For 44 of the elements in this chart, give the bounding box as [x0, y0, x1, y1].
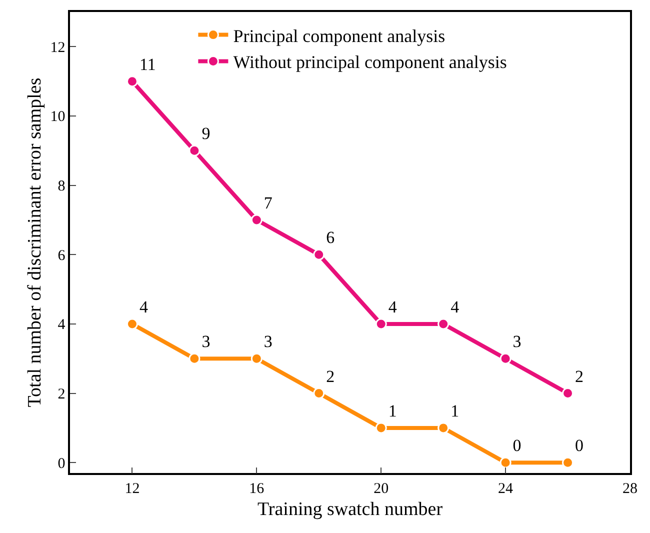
x-tick-label: 20 — [374, 480, 389, 497]
data-label: 2 — [575, 366, 584, 386]
data-label: 2 — [326, 366, 335, 386]
point — [250, 214, 262, 226]
y-tick-label: 8 — [58, 178, 66, 195]
data-label: 7 — [264, 193, 273, 212]
point — [313, 388, 325, 400]
data-label: 9 — [202, 124, 210, 144]
x-tick-label: 28 — [622, 480, 638, 497]
data-label: 3 — [512, 332, 522, 352]
legend-label: Without principal component analysis — [233, 52, 507, 72]
data-label: 1 — [450, 401, 460, 420]
point — [313, 248, 325, 260]
point — [500, 352, 512, 364]
y-tick-label: 2 — [58, 386, 66, 403]
point — [500, 456, 512, 468]
data-label: 4 — [450, 297, 460, 316]
data-label: 4 — [139, 297, 148, 316]
legend-label: Principal component analysis — [233, 26, 446, 46]
point — [438, 422, 450, 434]
x-tick-label: 16 — [249, 480, 265, 497]
data-label: 0 — [575, 436, 584, 456]
point — [188, 144, 200, 156]
y-tick-label: 0 — [58, 456, 66, 472]
data-label: 3 — [264, 332, 272, 352]
x-tick-label: 24 — [498, 480, 514, 497]
y-tick-label: 12 — [50, 40, 66, 56]
point — [375, 422, 387, 434]
data-label: 1 — [388, 401, 397, 420]
point — [438, 318, 450, 330]
y-axis-title: Total number of discriminant error samples — [24, 78, 46, 408]
y-tick-label: 4 — [58, 317, 66, 334]
data-label: 6 — [326, 228, 335, 248]
x-axis-title: Training swatch number — [257, 499, 444, 520]
point — [375, 318, 387, 330]
y-tick-label: 10 — [50, 109, 66, 126]
data-label: 4 — [388, 297, 398, 316]
point — [188, 352, 200, 364]
point — [250, 352, 262, 364]
x-tick-label: 12 — [124, 480, 140, 497]
data-label: 0 — [512, 436, 522, 456]
data-label: 3 — [202, 332, 210, 352]
data-label: 11 — [139, 54, 156, 74]
y-tick-label: 6 — [58, 248, 66, 264]
